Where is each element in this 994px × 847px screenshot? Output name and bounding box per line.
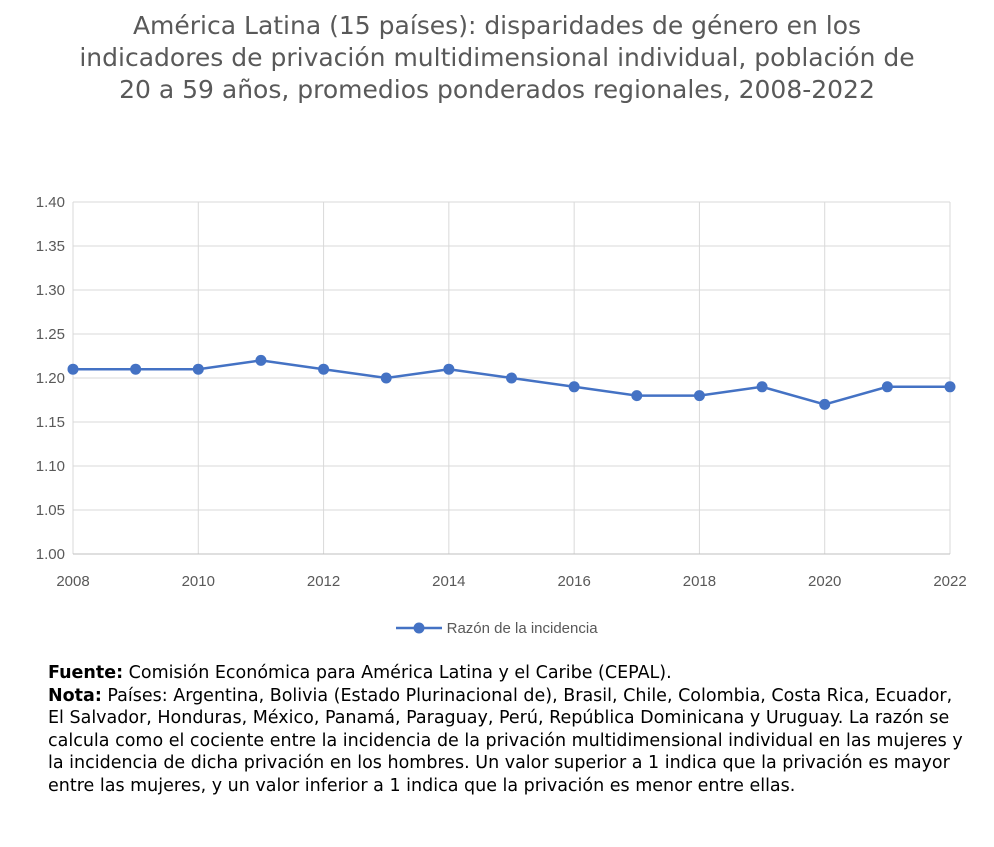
x-tick-label: 2008 (56, 573, 89, 590)
source-label: Fuente: (48, 663, 124, 683)
y-tick-label: 1.05 (36, 502, 65, 519)
data-point (693, 390, 705, 402)
x-tick-label: 2014 (432, 573, 465, 590)
y-tick-label: 1.15 (36, 414, 65, 431)
legend-label: Razón de la incidencia (446, 620, 598, 637)
y-tick-label: 1.10 (36, 458, 65, 475)
notes: Fuente: Comisión Económica para América … (48, 662, 968, 797)
y-tick-label: 1.40 (36, 194, 65, 211)
x-tick-label: 2018 (683, 573, 716, 590)
note-text: Países: Argentina, Bolivia (Estado Pluri… (48, 685, 963, 796)
chart-title: América Latina (15 países): disparidades… (79, 11, 915, 104)
legend-marker-icon (396, 622, 443, 634)
data-point (380, 372, 392, 384)
legend: Razón de la incidencia (0, 620, 994, 637)
data-point (130, 363, 142, 375)
y-tick-label: 1.00 (36, 546, 65, 563)
data-point (568, 381, 580, 393)
data-point (631, 390, 643, 402)
x-tick-label: 2020 (808, 573, 841, 590)
data-point (443, 363, 455, 375)
y-tick-label: 1.25 (36, 326, 65, 343)
y-tick-label: 1.30 (36, 282, 65, 299)
x-tick-label: 2016 (557, 573, 590, 590)
x-tick-label: 2010 (182, 573, 215, 590)
x-tick-label: 2022 (933, 573, 966, 590)
note-label: Nota: (48, 685, 102, 706)
y-tick-label: 1.20 (36, 370, 65, 387)
source-text: Comisión Económica para América Latina y… (123, 663, 672, 683)
data-point (192, 363, 204, 375)
x-tick-label: 2012 (307, 573, 340, 590)
data-point (819, 398, 831, 410)
data-point (67, 363, 79, 375)
data-point (506, 372, 517, 384)
line-chart: 1.00 1.05 1.10 1.15 1.20 1.25 1.30 1.35 1.40 2008… (36, 194, 967, 590)
data-point (944, 381, 956, 393)
data-point (318, 363, 330, 375)
data-point (255, 354, 267, 366)
data-point (881, 381, 893, 393)
y-tick-label: 1.35 (36, 238, 65, 255)
data-point (756, 381, 768, 393)
